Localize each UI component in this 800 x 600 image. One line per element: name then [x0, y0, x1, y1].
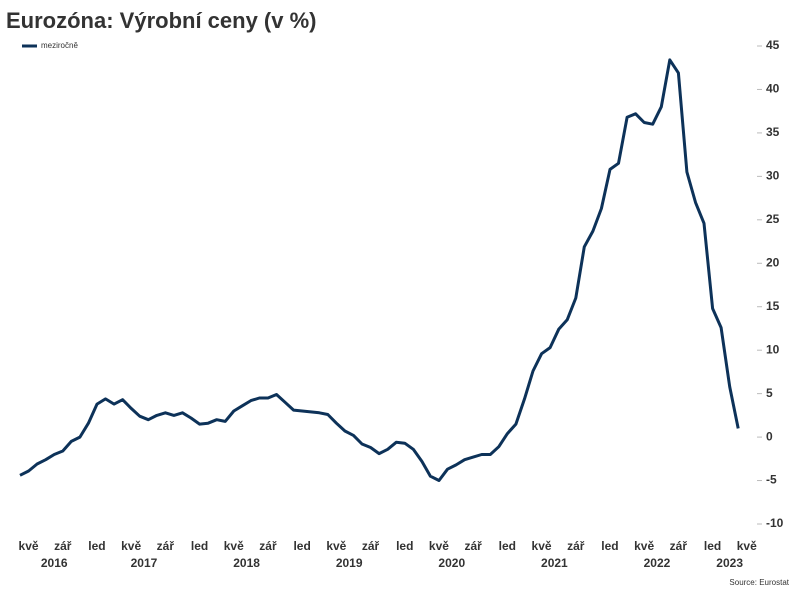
- y-tick-label: 25: [766, 212, 780, 226]
- year-label: 2016: [41, 556, 68, 570]
- x-tick-label: zář: [259, 539, 277, 553]
- year-label: 2022: [644, 556, 671, 570]
- x-tick-label: kvě: [634, 539, 654, 553]
- x-tick-label: kvě: [429, 539, 449, 553]
- x-tick-label: led: [499, 539, 516, 553]
- y-tick-label: 0: [766, 429, 773, 443]
- y-tick-label: -5: [766, 473, 777, 487]
- y-tick-label: 20: [766, 255, 780, 269]
- y-tick-label: 30: [766, 169, 780, 183]
- x-tick-label: zář: [157, 539, 175, 553]
- x-tick-label: led: [191, 539, 208, 553]
- year-label: 2020: [438, 556, 465, 570]
- y-tick-label: -10: [766, 516, 784, 530]
- year-label: 2021: [541, 556, 568, 570]
- y-tick-label: 45: [766, 38, 780, 52]
- y-tick-label: 40: [766, 82, 780, 96]
- x-tick-label: kvě: [737, 539, 757, 553]
- x-tick-label: kvě: [121, 539, 141, 553]
- x-tick-label: led: [704, 539, 721, 553]
- x-tick-label: kvě: [224, 539, 244, 553]
- year-label: 2018: [233, 556, 260, 570]
- x-tick-label: led: [293, 539, 310, 553]
- x-tick-label: kvě: [532, 539, 552, 553]
- line: [19, 58, 740, 482]
- x-tick-label: kvě: [19, 539, 39, 553]
- x-tick-label: led: [396, 539, 413, 553]
- y-tick-label: 15: [766, 299, 780, 313]
- y-tick-label: 35: [766, 125, 780, 139]
- year-label: 2019: [336, 556, 363, 570]
- year-label: 2023: [716, 556, 743, 570]
- chart-title: Eurozóna: Výrobní ceny (v %): [6, 8, 317, 33]
- source: Source: Eurostat: [729, 578, 789, 587]
- year-label: 2017: [131, 556, 158, 570]
- x-tick-label: led: [88, 539, 105, 553]
- y-tick-label: 10: [766, 342, 780, 356]
- x-tick-label: kvě: [326, 539, 346, 553]
- x-tick-label: zář: [362, 539, 380, 553]
- legend-label: meziročně: [41, 41, 78, 50]
- x-tick-label: zář: [567, 539, 585, 553]
- x-tick-label: zář: [464, 539, 482, 553]
- x-tick-label: led: [601, 539, 618, 553]
- x-tick-label: zář: [670, 539, 688, 553]
- x-tick-label: zář: [54, 539, 72, 553]
- y-tick-label: 5: [766, 386, 773, 400]
